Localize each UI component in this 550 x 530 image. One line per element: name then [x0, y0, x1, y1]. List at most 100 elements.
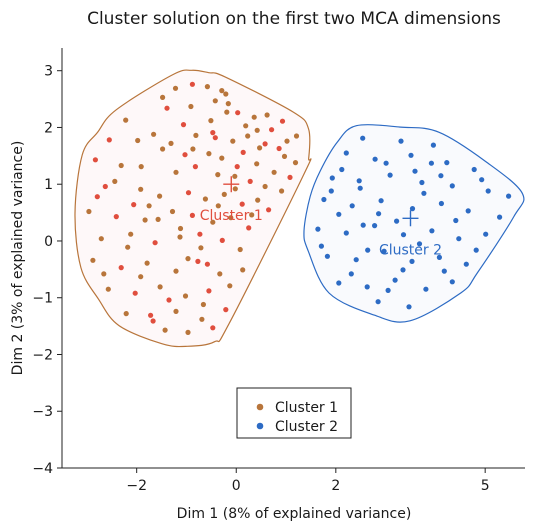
data-point	[160, 94, 166, 100]
data-point	[138, 164, 144, 170]
data-point	[412, 168, 418, 174]
data-point	[383, 160, 389, 166]
data-point	[135, 137, 141, 144]
data-point	[336, 280, 342, 286]
data-point	[281, 153, 288, 159]
data-point	[276, 145, 282, 152]
data-point	[406, 304, 412, 310]
data-point	[157, 193, 163, 199]
data-point	[128, 231, 134, 237]
data-point	[98, 236, 104, 242]
data-point	[360, 222, 366, 228]
data-point	[266, 207, 272, 213]
data-point	[112, 178, 118, 184]
data-point	[177, 234, 183, 240]
data-point	[146, 203, 152, 209]
data-point	[243, 123, 249, 129]
data-point	[166, 297, 172, 303]
data-point	[360, 135, 366, 141]
data-point	[172, 85, 179, 91]
legend-marker-cluster-2	[256, 422, 264, 430]
data-point	[118, 265, 124, 271]
data-point	[353, 257, 359, 263]
data-point	[102, 183, 108, 190]
data-point	[219, 88, 225, 94]
data-point	[356, 178, 362, 184]
data-point	[192, 164, 198, 170]
centroid-label: Cluster 2	[379, 242, 442, 258]
data-point	[315, 226, 321, 232]
data-point	[138, 186, 144, 192]
data-point	[357, 185, 363, 191]
data-point	[365, 247, 371, 253]
data-point	[223, 91, 229, 97]
data-point	[348, 271, 354, 277]
data-point	[125, 244, 131, 250]
data-point	[169, 208, 176, 215]
data-point	[506, 193, 512, 199]
y-tick-label: 3	[44, 64, 53, 80]
data-point	[436, 254, 442, 260]
data-point	[106, 137, 112, 143]
data-point	[240, 267, 246, 273]
data-point	[204, 84, 210, 90]
data-point	[429, 228, 435, 234]
data-point	[198, 245, 204, 251]
data-point	[438, 200, 444, 207]
data-point	[185, 190, 192, 196]
data-point	[189, 81, 195, 87]
data-point	[465, 208, 471, 214]
data-point	[152, 240, 158, 246]
data-point	[197, 231, 203, 237]
data-point	[400, 267, 406, 273]
y-tick-label: 1	[44, 177, 53, 193]
data-point	[173, 169, 179, 175]
data-point	[421, 190, 427, 196]
data-point	[254, 161, 260, 167]
legend-marker-cluster-1	[256, 403, 264, 411]
data-point	[409, 206, 416, 212]
data-point	[221, 191, 227, 197]
x-axis-ticks: −2 0 2 5	[126, 468, 490, 494]
data-point	[227, 283, 233, 289]
y-tick-label: 2	[44, 120, 53, 136]
data-point	[155, 216, 161, 222]
data-point	[215, 203, 221, 209]
data-point	[423, 286, 429, 292]
data-point	[188, 103, 194, 110]
data-point	[195, 258, 201, 264]
data-point	[284, 138, 290, 144]
data-point	[375, 299, 381, 305]
data-point	[364, 284, 370, 290]
data-point	[217, 271, 223, 277]
data-point	[441, 268, 447, 274]
data-point	[321, 196, 327, 203]
data-point	[86, 208, 92, 215]
cluster-outlines	[74, 69, 525, 348]
data-point	[185, 256, 191, 262]
data-point	[232, 186, 238, 192]
data-point	[113, 214, 119, 220]
data-point	[235, 110, 241, 116]
data-point	[430, 142, 436, 148]
data-point	[428, 160, 434, 166]
data-point	[105, 286, 111, 292]
centroid-label: Cluster 1	[200, 208, 263, 224]
data-point	[349, 203, 355, 209]
data-point	[148, 312, 154, 318]
data-point	[177, 225, 184, 232]
data-point	[409, 258, 415, 264]
legend: Cluster 1 Cluster 2	[236, 387, 352, 439]
y-tick-label: 0	[44, 234, 53, 250]
data-point	[264, 112, 270, 118]
data-point	[206, 151, 212, 157]
data-point	[387, 172, 393, 178]
data-point	[202, 196, 208, 202]
data-point	[225, 101, 231, 107]
x-tick-label: 5	[481, 478, 490, 494]
data-point	[463, 261, 469, 267]
data-point	[271, 169, 277, 175]
data-point	[90, 257, 96, 263]
data-point	[123, 311, 129, 317]
data-point	[483, 231, 489, 237]
